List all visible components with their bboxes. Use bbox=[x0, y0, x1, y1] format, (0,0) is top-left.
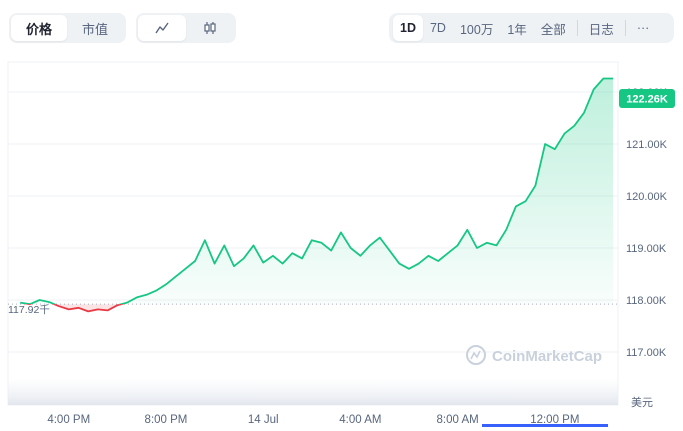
y-axis: 122.00K121.00K120.00K119.00K118.00K117.0… bbox=[626, 87, 668, 359]
metric-toggle: 价格 市值 bbox=[9, 13, 126, 43]
x-tick-label: 14 Jul bbox=[248, 414, 279, 426]
y-tick-label: 120.00K bbox=[626, 191, 668, 203]
x-tick-label: 8:00 PM bbox=[145, 414, 188, 426]
candlestick-icon bbox=[204, 22, 216, 34]
range-1d[interactable]: 1D bbox=[393, 15, 423, 41]
line-chart-button[interactable] bbox=[138, 15, 186, 41]
x-axis: 4:00 PM 8:00 PM 14 Jul 4:00 AM 8:00 AM 12:00 … bbox=[47, 414, 579, 426]
range-7d[interactable]: 7D bbox=[429, 21, 446, 35]
volume-band bbox=[8, 378, 618, 405]
y-tick-label: 118.00K bbox=[626, 295, 667, 307]
log-scale-button[interactable]: 日志 bbox=[588, 22, 614, 37]
x-tick-label: 4:00 PM bbox=[47, 414, 90, 426]
candlestick-button[interactable] bbox=[186, 15, 234, 41]
x-tick-label: 12:00 PM bbox=[530, 414, 579, 426]
y-tick-label: 119.00K bbox=[626, 243, 667, 255]
price-line-down bbox=[24, 304, 125, 313]
tab-market-cap[interactable]: 市值 bbox=[81, 21, 108, 37]
price-line-up bbox=[20, 77, 614, 305]
range-all[interactable]: 全部 bbox=[540, 22, 566, 37]
chart-type-toggle bbox=[136, 13, 236, 43]
price-area-down bbox=[20, 304, 614, 312]
tab-price[interactable]: 价格 bbox=[11, 15, 67, 41]
current-price-tag: 122.26K bbox=[619, 89, 675, 108]
range-slider-track[interactable] bbox=[482, 424, 608, 427]
line-chart-icon bbox=[155, 22, 169, 34]
baseline-label: 117.92千 bbox=[8, 304, 50, 316]
divider bbox=[624, 20, 626, 36]
x-tick-label: 4:00 AM bbox=[339, 414, 381, 426]
watermark: CoinMarketCap bbox=[466, 345, 602, 365]
range-1y[interactable]: 1年 bbox=[507, 22, 527, 37]
y-tick-label: 121.00K bbox=[626, 139, 668, 151]
divider bbox=[576, 20, 578, 36]
y-tick-label: 117.00K bbox=[626, 347, 667, 359]
currency-label: 美元 bbox=[631, 396, 653, 409]
price-area-up bbox=[20, 78, 614, 305]
more-options-button[interactable]: ··· bbox=[636, 21, 650, 35]
range-1m[interactable]: 100万 bbox=[459, 22, 494, 37]
x-tick-label: 8:00 AM bbox=[437, 414, 479, 426]
range-toggle: 1D 7D 100万 1年 全部 日志 ··· bbox=[389, 13, 674, 43]
current-price-label: 122.26K bbox=[626, 94, 668, 106]
watermark-text: CoinMarketCap bbox=[492, 348, 602, 365]
